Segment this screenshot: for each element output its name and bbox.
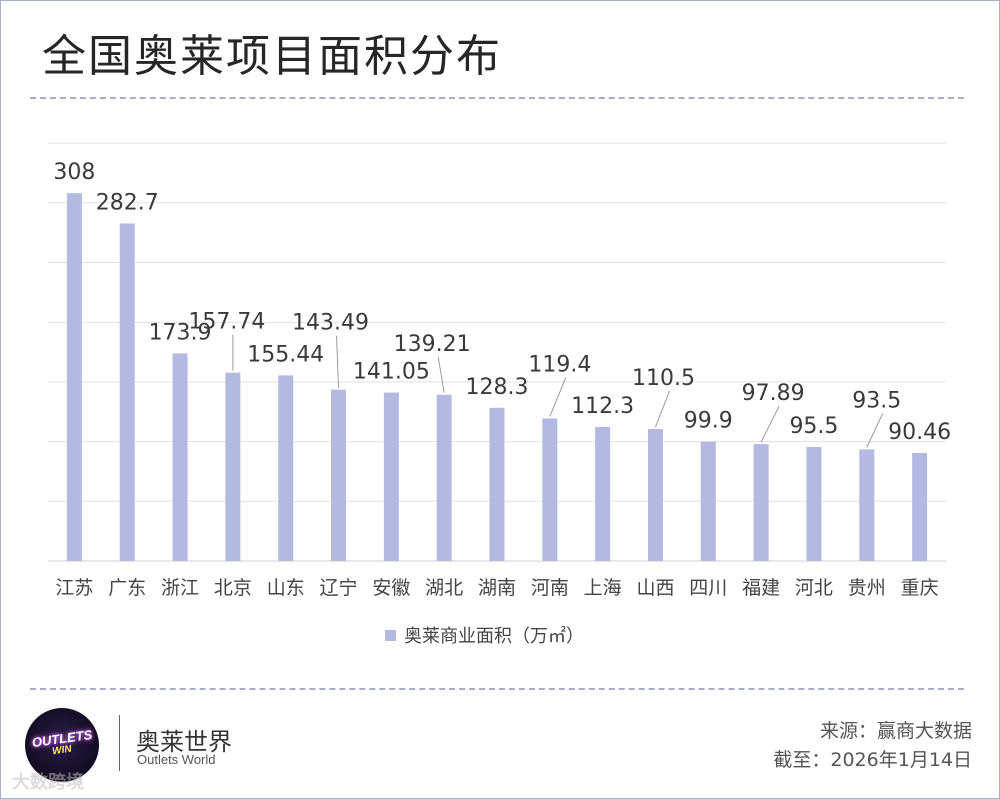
legend-swatch [385,629,396,641]
data-label: 90.46 [888,420,951,445]
bar [542,418,558,561]
data-label: 97.89 [742,381,805,406]
x-tick-label: 河北 [795,577,833,599]
bar [278,375,294,561]
x-tick-label: 四川 [689,577,727,599]
label-leader-line [866,413,884,448]
bar [66,193,82,562]
bar [225,372,241,561]
bar [912,452,928,561]
x-tick-label: 河南 [531,577,569,599]
data-label: 110.5 [632,366,695,391]
bar [172,353,188,561]
x-tick-label: 浙江 [161,577,199,599]
data-label: 112.3 [571,394,634,419]
bar [436,394,452,561]
source-note: 来源：赢商大数据 [819,720,972,742]
bar [753,444,769,561]
data-label: 119.4 [528,352,591,377]
x-axis: 江苏 广东 浙江 北京 山东 辽宁 安徽 湖北 湖南 河南 上海 山西 四川 福建 河北 贵州 重庆 [55,577,938,599]
x-tick-label: 贵州 [848,577,886,599]
cutoff-date: 截至：2026年1月14日 [773,749,972,771]
label-leader-line [437,356,445,393]
label-leader-line [549,377,567,417]
label-callouts [232,334,884,448]
page-title: 全国奥莱项目面积分布 [42,31,502,82]
data-label: 282.7 [96,190,159,215]
legend: 奥莱商业面积（万㎡） [385,622,584,648]
x-tick-label: 北京 [214,577,252,599]
x-tick-label: 重庆 [901,577,939,599]
data-label: 141.05 [353,360,430,385]
data-label: 173.9 [149,320,212,345]
top-divider [30,97,964,99]
data-label: 128.3 [466,375,529,400]
x-tick-label: 辽宁 [320,577,358,599]
bottom-divider [30,688,964,690]
x-tick-label: 安徽 [372,577,410,599]
bar [647,429,663,561]
bar [595,426,611,561]
x-tick-label: 湖南 [478,577,516,599]
bar [383,392,399,561]
label-leader-line [760,405,780,443]
watermark: 大数跨境 [12,772,84,793]
data-label: 157.74 [188,310,265,335]
bar [806,446,822,561]
data-label: 155.44 [247,342,324,367]
bar [700,441,716,561]
data-label: 308 [53,160,95,185]
x-tick-label: 湖北 [425,577,463,599]
bar [489,407,505,561]
data-label: 143.49 [292,311,369,336]
bars [66,193,928,562]
x-tick-label: 山东 [267,577,305,599]
brand-name-cn: 奥莱世界 [136,728,232,756]
x-tick-label: 上海 [584,577,622,599]
x-tick-label: 广东 [108,577,146,599]
data-label: 99.9 [684,409,733,434]
brand-name-en: Outlets World [137,752,216,767]
bar [859,449,875,561]
label-leader-line [336,335,340,388]
data-label: 93.5 [852,388,901,413]
x-tick-label: 福建 [742,577,780,599]
x-tick-label: 山西 [636,577,674,599]
bar [119,223,135,561]
data-label: 95.5 [789,414,838,439]
x-tick-label: 江苏 [55,577,93,599]
label-leader-line [655,390,670,428]
brand-divider [119,715,120,771]
legend-label: 奥莱商业面积（万㎡） [404,626,584,647]
data-label: 139.21 [394,332,471,357]
outlets-world-logo: OUTLETS WIN [25,708,99,782]
bar [331,389,347,561]
